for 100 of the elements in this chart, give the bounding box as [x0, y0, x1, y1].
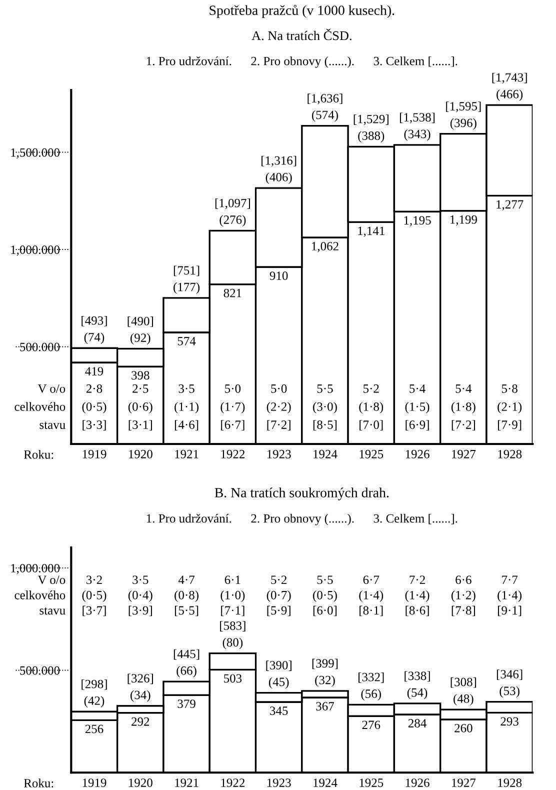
x-tick-label: 1920 — [128, 778, 152, 787]
x-tick-label: 1919 — [82, 450, 106, 458]
data-label: (276) — [220, 215, 246, 226]
x-tick-label: 1923 — [267, 450, 291, 458]
x-tick-label: 1924 — [314, 450, 338, 458]
data-label: (396) — [450, 118, 476, 130]
annotation: [5·9] — [267, 606, 290, 616]
y-tick-label: 1,500.000 — [11, 148, 60, 159]
annotation: 6·7 — [363, 576, 380, 584]
x-tick-label: 1922 — [221, 450, 244, 458]
annotation: [8·6] — [406, 606, 429, 616]
annotation: [7·2] — [452, 420, 475, 430]
total-label: [326] — [128, 674, 153, 684]
annotation: (1·7) — [220, 402, 245, 414]
data-label: 821 — [224, 288, 242, 298]
annotation: 5·2 — [271, 576, 286, 584]
text: 1. Pro udržování. 2. Pro obnovy (......). 3. Celkem [......]. — [146, 56, 458, 68]
data-label: 574 — [178, 336, 196, 346]
data-label: 419 — [85, 367, 104, 376]
data-label: (56) — [361, 689, 381, 700]
x-tick-label: 1923 — [267, 778, 291, 787]
annotation: 5·0 — [225, 384, 241, 393]
x-tick-label: 1924 — [314, 778, 338, 787]
x-tick-label: 1926 — [406, 778, 430, 787]
annotation: (1·4) — [359, 590, 384, 602]
annotation: [6·9] — [406, 420, 429, 430]
data-label: (66) — [176, 666, 196, 678]
annotation: 5·4 — [410, 384, 426, 393]
data-label: (343) — [404, 129, 430, 141]
data-label: 503 — [224, 674, 242, 683]
annotation: [6·7] — [221, 420, 244, 430]
annotation: 5·5 — [317, 576, 333, 584]
annotation: 5·0 — [271, 384, 287, 393]
chart-subtitle: A. Na tratích ČSD. — [252, 28, 352, 40]
annotation: [3·1] — [128, 420, 152, 430]
y-tick-label: 500.000 — [20, 666, 60, 675]
annotation: [3·7] — [82, 606, 106, 616]
x-tick-label: 1925 — [360, 778, 384, 787]
data-label: 398 — [132, 371, 150, 380]
data-label: 292 — [132, 717, 150, 726]
annotation: [9·1] — [498, 606, 522, 616]
annotation: [7·1] — [221, 606, 244, 616]
data-label: (74) — [84, 332, 104, 344]
x-axis-title: Roku: — [24, 778, 54, 788]
total-label: [332] — [358, 672, 384, 683]
annotation: 5·4 — [456, 384, 472, 393]
total-label: [751] — [174, 266, 200, 276]
annotation: 5·5 — [317, 384, 333, 393]
annotation: 2·5 — [132, 384, 148, 393]
x-tick-label: 1927 — [452, 450, 476, 458]
annotation: [7·9] — [498, 420, 522, 430]
annotation: 6·6 — [456, 576, 472, 584]
total-label: [1,097] — [215, 198, 250, 210]
annotation: [3·9] — [128, 606, 152, 616]
total-label: [1,316] — [262, 156, 296, 166]
x-tick-label: 1921 — [175, 778, 198, 787]
total-label: [390] — [266, 660, 292, 671]
data-label: 1,141 — [358, 226, 384, 237]
data-label: 276 — [362, 720, 380, 730]
x-tick-label: 1920 — [128, 450, 152, 458]
data-label: 260 — [454, 724, 472, 732]
data-label: (388) — [358, 131, 384, 142]
x-tick-label: 1928 — [498, 450, 522, 458]
x-tick-label: 1921 — [175, 450, 198, 458]
total-label: [1,529] — [354, 114, 388, 126]
annotation: (2·1) — [498, 402, 522, 414]
data-label: (92) — [130, 333, 150, 345]
data-label: (32) — [315, 675, 335, 687]
data-label: 293 — [500, 717, 518, 726]
data-label: 284 — [408, 719, 426, 728]
text: celkového — [14, 402, 66, 411]
annotation: [4·6] — [174, 420, 198, 430]
total-label: [445] — [174, 649, 200, 660]
total-label: [1,595] — [446, 102, 481, 112]
text: V o/o — [38, 384, 66, 393]
annotation: (3·0) — [313, 402, 337, 414]
data-label: 910 — [270, 272, 288, 280]
data-label: 1,195 — [404, 216, 431, 226]
total-label: [346] — [496, 670, 522, 680]
x-tick-label: 1926 — [406, 450, 430, 458]
annotation: 3·5 — [178, 384, 194, 393]
annotation: 3·5 — [132, 576, 148, 584]
total-label: [308] — [450, 677, 476, 688]
data-label: (466) — [496, 90, 523, 101]
total-label: [1,636] — [308, 94, 342, 104]
annotation: 2·8 — [86, 384, 102, 393]
data-label: (48) — [454, 694, 474, 706]
text: stavu — [40, 607, 66, 615]
annotation: (0·8) — [174, 590, 198, 602]
y-tick-label: 1,000.000 — [11, 246, 60, 256]
annotation: (1·8) — [451, 402, 476, 414]
data-label: 256 — [85, 724, 104, 734]
annotation: [5·5] — [174, 606, 198, 616]
data-label: 1,199 — [450, 215, 477, 226]
annotation: 5·2 — [364, 384, 379, 393]
annotation: [8·5] — [313, 420, 337, 430]
annotation: 7·2 — [410, 576, 425, 584]
annotation: (0·5) — [313, 590, 337, 602]
annotation: [7·0] — [360, 420, 383, 430]
text: V o/o — [38, 576, 66, 584]
